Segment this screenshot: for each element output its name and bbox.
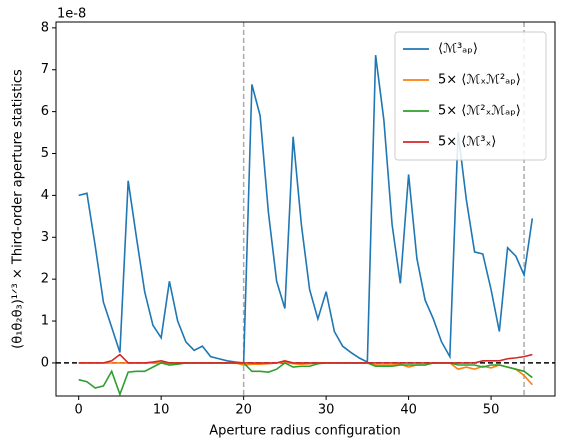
y-tick-label: 1 — [41, 314, 49, 329]
y-tick-label: 7 — [41, 62, 49, 77]
legend-label: ⟨ℳ³ₐₚ⟩ — [438, 42, 478, 57]
y-tick-label: 4 — [41, 188, 49, 203]
x-tick-label: 30 — [318, 403, 335, 418]
x-tick-label: 50 — [483, 403, 500, 418]
x-tick-label: 20 — [235, 403, 252, 418]
legend-label: 5× ⟨ℳ²ₓℳₐₚ⟩ — [438, 104, 521, 119]
y-tick-label: 2 — [41, 272, 49, 287]
y-tick-label: 3 — [41, 230, 49, 245]
offset-text: 1e-8 — [57, 7, 86, 22]
plot-frame — [55, 21, 556, 397]
series-line — [78, 54, 534, 364]
legend: ⟨ℳ³ₐₚ⟩ 5× ⟨ℳₓℳ²ₐₚ⟩ 5× ⟨ℳ²ₓℳₐₚ⟩ 5× ⟨ℳ³ₓ⟩ — [394, 31, 547, 161]
x-tick-label: 40 — [400, 403, 417, 418]
legend-label: 5× ⟨ℳₓℳ²ₐₚ⟩ — [438, 73, 521, 88]
series-line — [78, 353, 533, 364]
series-line — [78, 361, 533, 397]
y-tick-label: 8 — [41, 20, 49, 35]
legend-box — [394, 31, 547, 161]
x-axis-label: Aperture radius configuration — [209, 424, 401, 439]
y-tick-label: 0 — [41, 355, 49, 370]
series-line — [78, 361, 533, 386]
legend-label: 5× ⟨ℳ³ₓ⟩ — [438, 135, 496, 150]
y-tick-label: 6 — [41, 104, 49, 119]
y-tick-label: 5 — [41, 146, 49, 161]
x-tick-label: 0 — [75, 403, 83, 418]
y-axis-label: (θ₁θ₂θ₃)¹ᐟ³ × Third-order aperture stati… — [11, 69, 26, 349]
x-tick-label: 10 — [153, 403, 170, 418]
